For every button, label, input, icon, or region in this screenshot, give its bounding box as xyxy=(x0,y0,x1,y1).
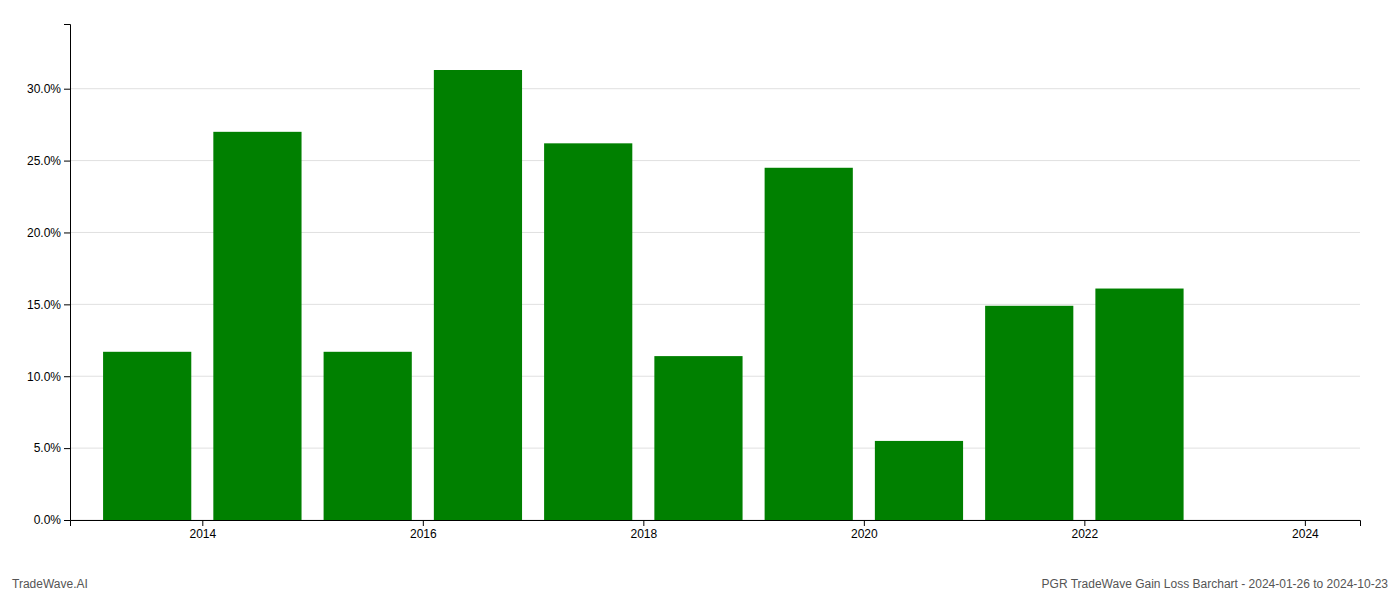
tick-label: 2022 xyxy=(1072,527,1099,541)
tick: 2014 xyxy=(189,520,216,541)
tick: 2016 xyxy=(410,520,437,541)
tick-mark xyxy=(64,161,70,162)
tick: 5.0% xyxy=(34,441,70,455)
bar xyxy=(654,356,742,520)
y-axis: 0.0% 5.0% 10.0% 15.0% 20.0% 25.0% 30.0% xyxy=(27,25,71,528)
bar xyxy=(213,132,301,520)
chart: 2014 2016 2018 2020 2022 2024 0.0% 5.0% 10.0% 15.… xyxy=(0,0,1400,600)
tick-mark xyxy=(1084,520,1085,526)
tick-mark xyxy=(64,520,70,521)
tick-label: 15.0% xyxy=(27,298,61,312)
tick-label: 2018 xyxy=(630,527,657,541)
bar xyxy=(324,352,412,520)
tick-mark xyxy=(643,520,644,526)
tick-label: 20.0% xyxy=(27,226,61,240)
annotation: TradeWave.AI xyxy=(12,577,88,591)
tick-mark xyxy=(1305,520,1306,526)
bar xyxy=(1095,289,1183,520)
tick-label: 0.0% xyxy=(34,513,62,527)
tick-label: 30.0% xyxy=(27,82,61,96)
tick-mark xyxy=(64,89,70,90)
tick-mark xyxy=(64,304,70,305)
tick: 0.0% xyxy=(34,513,70,527)
tick: 30.0% xyxy=(27,82,70,96)
annotation: PGR TradeWave Gain Loss Barchart - 2024-… xyxy=(1042,577,1389,591)
tick-label: 5.0% xyxy=(34,441,62,455)
footer: TradeWave.AI PGR TradeWave Gain Loss Barc… xyxy=(12,577,1388,591)
tick-mark xyxy=(64,448,70,449)
grid-line xyxy=(70,88,1360,89)
bar xyxy=(985,306,1073,520)
bar xyxy=(103,352,191,520)
tick: 2020 xyxy=(851,520,878,541)
tick: 10.0% xyxy=(27,370,70,384)
tick: 20.0% xyxy=(27,226,70,240)
bar xyxy=(765,168,853,520)
tick: 25.0% xyxy=(27,154,70,168)
tick-mark xyxy=(864,520,865,526)
plot-area: 2014 2016 2018 2020 2022 2024 0.0% 5.0% 10.0% 15.… xyxy=(27,25,1361,541)
tick-label: 10.0% xyxy=(27,370,61,384)
axis-line xyxy=(71,521,1361,527)
bar xyxy=(544,143,632,520)
bars xyxy=(103,70,1184,520)
tick: 2024 xyxy=(1292,520,1319,541)
x-axis: 2014 2016 2018 2020 2022 2024 xyxy=(71,520,1361,541)
tick-mark xyxy=(64,232,70,233)
tick-label: 2024 xyxy=(1292,527,1319,541)
grid xyxy=(70,89,1360,520)
tick-label: 25.0% xyxy=(27,154,61,168)
tick: 15.0% xyxy=(27,298,70,312)
tick-mark xyxy=(423,520,424,526)
tick-mark xyxy=(202,520,203,526)
tick-label: 2016 xyxy=(410,527,437,541)
tick: 2018 xyxy=(630,520,657,541)
axis-line xyxy=(64,25,71,521)
tick-label: 2020 xyxy=(851,527,878,541)
tick: 2022 xyxy=(1072,520,1099,541)
tick-mark xyxy=(64,376,70,377)
tick-label: 2014 xyxy=(189,527,216,541)
bar xyxy=(875,441,963,520)
bar xyxy=(434,70,522,520)
